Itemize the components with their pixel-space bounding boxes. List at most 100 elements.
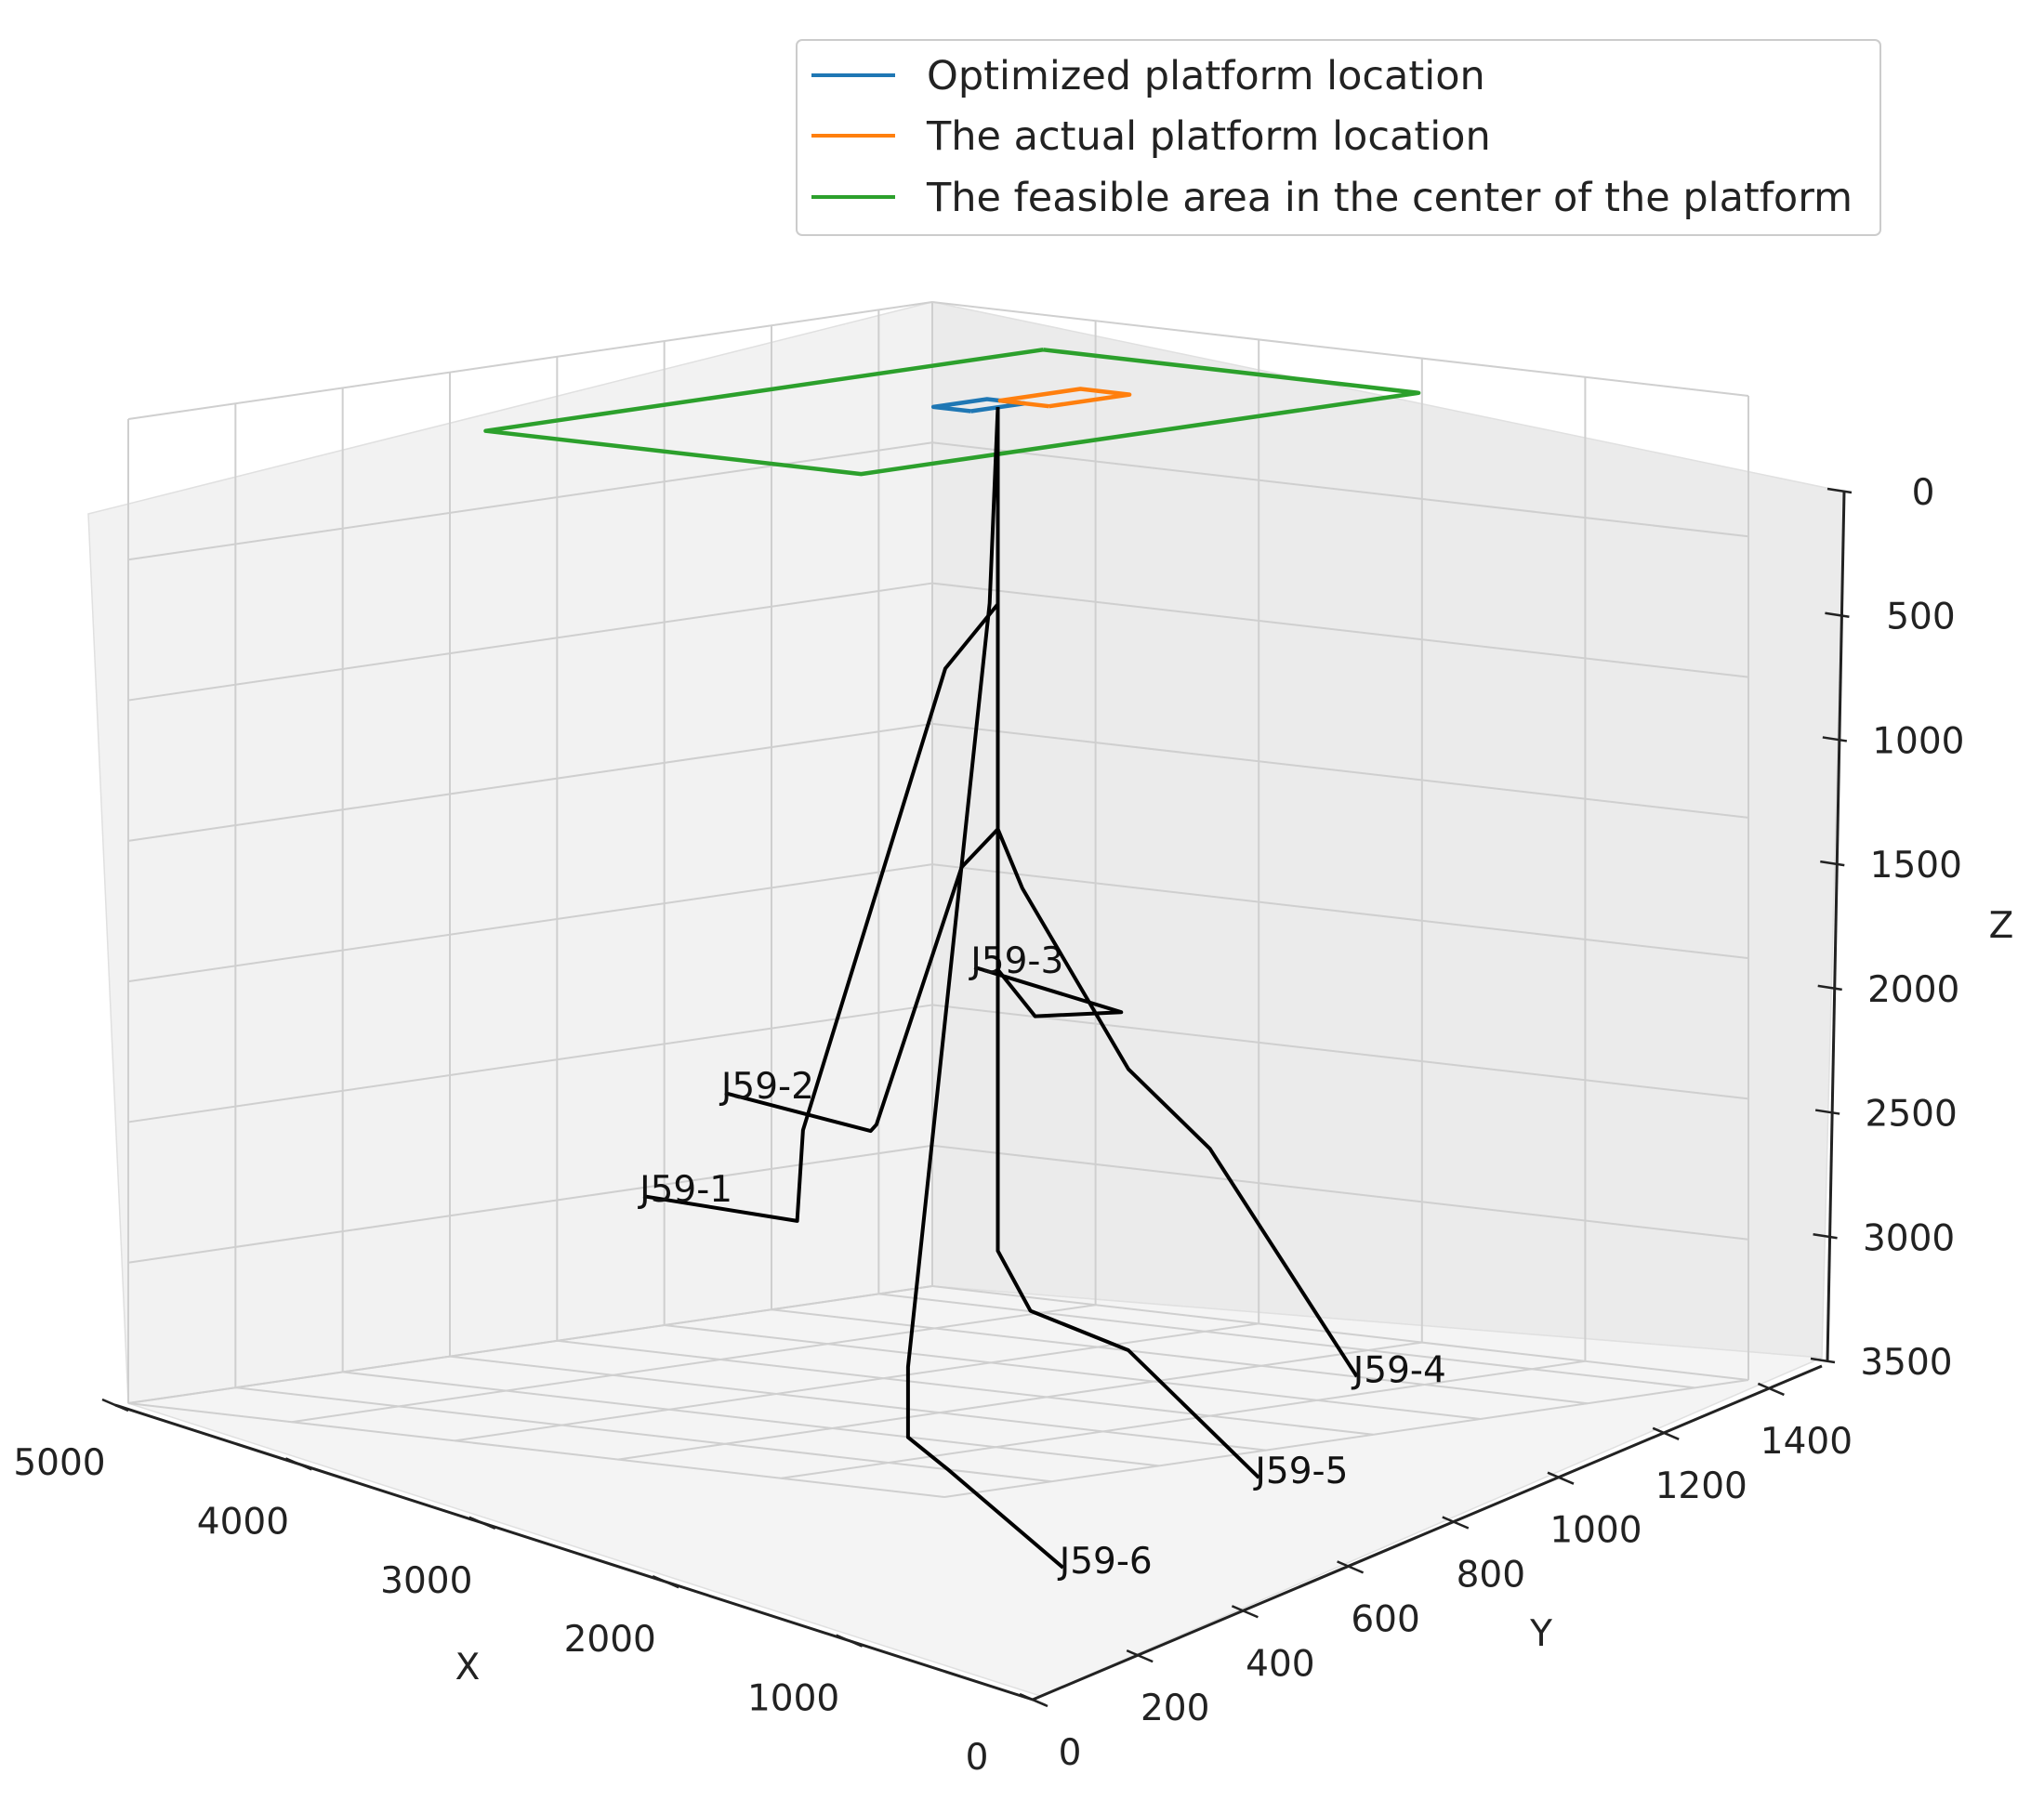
- y-axis-line: [1032, 1364, 1823, 1701]
- grid-line: [931, 582, 1749, 678]
- y-tick-label: 1400: [1760, 1421, 1853, 1463]
- wells-layer: J59-1 J59-2 J59-3 J59-4 J59-5 J59-6: [637, 407, 1446, 1583]
- grid-line: [931, 1285, 1749, 1381]
- y-ticks: 0 200 400 600 800 1000 1200 1400: [1021, 1382, 1853, 1774]
- well-label: J59-2: [719, 1066, 814, 1108]
- x-ticks: 0 1000 2000 3000 4000 5000: [13, 1398, 1047, 1779]
- grid-line: [127, 582, 933, 702]
- y-tick-mark: [1231, 1605, 1259, 1619]
- x-tick-mark: [468, 1516, 496, 1530]
- y-tick-mark: [1126, 1649, 1154, 1663]
- x-tick-label: 3000: [380, 1560, 472, 1602]
- grid-line: [931, 722, 1749, 819]
- well-j59-6: J59-6: [905, 407, 1153, 1583]
- grid-line: [931, 301, 1749, 397]
- z-tick-label: 2500: [1866, 1094, 1958, 1136]
- grid-left-pane: [931, 301, 1749, 1381]
- grid-line: [291, 1304, 1096, 1424]
- y-axis-label: Y: [1529, 1613, 1552, 1655]
- grid-line: [342, 1371, 1159, 1467]
- grid-line: [931, 1004, 1749, 1100]
- grid-line: [943, 1379, 1749, 1498]
- grid-line: [771, 1308, 1589, 1405]
- z-tick-mark: [1813, 1233, 1838, 1240]
- z-tick-label: 3000: [1863, 1217, 1955, 1259]
- grid-line: [235, 1386, 1052, 1483]
- y-tick-label: 400: [1246, 1643, 1314, 1685]
- grid-line: [781, 1360, 1586, 1479]
- grid-line: [127, 863, 933, 983]
- y-tick-label: 0: [1059, 1732, 1082, 1774]
- grid-line: [664, 1324, 1481, 1420]
- grid-line: [931, 863, 1749, 960]
- z-tick-mark: [1810, 1357, 1836, 1364]
- grid-line: [127, 1004, 933, 1123]
- grid-line: [127, 1402, 945, 1498]
- z-tick-label: 3500: [1860, 1342, 1952, 1384]
- legend-label-actual: The actual platform location: [926, 113, 1491, 160]
- z-tick-label: 500: [1886, 597, 1955, 638]
- z-axis-label: Z: [1989, 905, 2014, 947]
- grid-line: [127, 1285, 933, 1404]
- grid-line: [127, 1144, 933, 1264]
- optimized-platform-outline: [930, 397, 1027, 414]
- grid-line: [557, 1339, 1374, 1436]
- legend: Optimized platform location The actual p…: [796, 39, 1881, 236]
- x-tick-mark: [836, 1634, 864, 1648]
- z-tick-mark: [1826, 487, 1853, 494]
- well-label: J59-3: [968, 940, 1063, 982]
- right-back-pane: [931, 301, 1845, 1359]
- grid-line: [931, 1144, 1749, 1241]
- y-tick-mark: [1442, 1516, 1470, 1530]
- grid-line: [931, 441, 1749, 538]
- grid-line: [617, 1341, 1422, 1461]
- x-tick-label: 5000: [13, 1442, 105, 1484]
- grid-line: [449, 1355, 1267, 1452]
- z-ticks: 0 500 1000 1500 2000 2500 3000 3500: [1810, 472, 1964, 1384]
- z-tick-label: 2000: [1867, 969, 1959, 1011]
- x-tick-label: 1000: [747, 1678, 839, 1720]
- x-axis-line: [114, 1403, 1034, 1701]
- well-j59-1: J59-1: [637, 407, 1000, 1223]
- feasible-area-outline: [483, 348, 1421, 477]
- z-tick-mark: [1817, 984, 1842, 992]
- z-tick-mark: [1822, 736, 1848, 742]
- well-j59-5: J59-5: [996, 407, 1348, 1492]
- well-trajectory-line: [996, 407, 1260, 1479]
- actual-platform-outline: [997, 387, 1132, 409]
- z-tick-mark: [1825, 611, 1850, 618]
- well-trajectory-line: [905, 407, 1064, 1570]
- well-label: J59-5: [1252, 1451, 1348, 1492]
- y-tick-label: 1000: [1549, 1510, 1642, 1552]
- z-tick-label: 1500: [1870, 845, 1962, 887]
- z-axis-line: [1826, 491, 1846, 1362]
- z-tick-mark: [1814, 1109, 1840, 1115]
- grid-right-pane: [127, 301, 933, 1404]
- legend-label-feasible: The feasible area in the center of the p…: [926, 175, 1853, 221]
- well-label: J59-4: [1351, 1349, 1446, 1391]
- y-tick-label: 200: [1141, 1688, 1209, 1729]
- y-tick-mark: [1652, 1426, 1680, 1440]
- y-tick-label: 800: [1457, 1555, 1525, 1596]
- grid-line: [455, 1322, 1259, 1442]
- grid-line: [127, 441, 933, 561]
- y-tick-mark: [1547, 1471, 1575, 1485]
- legend-label-optimized: Optimized platform location: [927, 53, 1485, 99]
- x-axis-label: X: [455, 1647, 481, 1688]
- grid-line: [878, 1293, 1695, 1389]
- x-tick-label: 0: [966, 1737, 989, 1779]
- y-tick-mark: [1337, 1560, 1365, 1574]
- y-tick-mark: [1021, 1693, 1048, 1708]
- grid-floor-pane: [127, 1285, 1749, 1498]
- grid-line: [127, 722, 933, 842]
- x-tick-mark: [101, 1398, 129, 1412]
- x-tick-mark: [284, 1457, 312, 1471]
- x-tick-label: 4000: [197, 1501, 289, 1543]
- grid-line: [127, 301, 933, 420]
- y-tick-mark: [1757, 1382, 1785, 1397]
- z-tick-label: 1000: [1872, 720, 1964, 762]
- legend-frame: [796, 39, 1881, 236]
- well-label: J59-1: [637, 1169, 732, 1211]
- y-tick-label: 600: [1351, 1598, 1419, 1640]
